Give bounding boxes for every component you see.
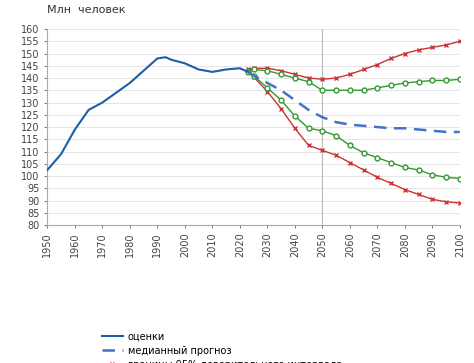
Text: Млн  человек: Млн человек <box>47 5 126 15</box>
Legend: оценки, медианный прогноз, границы 95% доверительного интервала, границы 80% дов: оценки, медианный прогноз, границы 95% д… <box>102 332 342 363</box>
